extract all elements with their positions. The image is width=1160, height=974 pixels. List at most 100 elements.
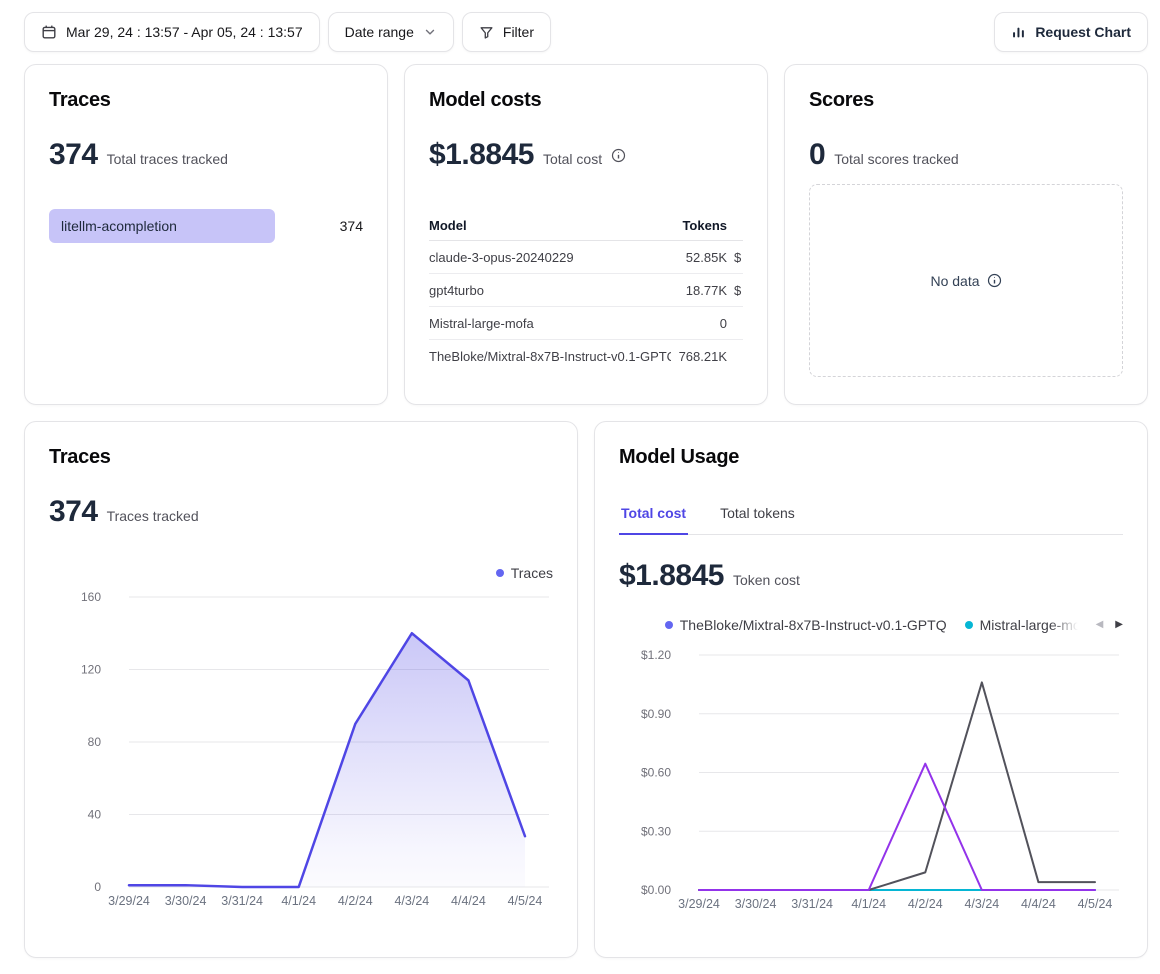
model-costs-table: Model Tokens claude-3-opus-20240229 52.8… (429, 210, 743, 373)
svg-text:4/4/24: 4/4/24 (1021, 897, 1056, 911)
filter-icon (479, 25, 494, 40)
svg-text:3/30/24: 3/30/24 (165, 894, 207, 908)
svg-text:4/5/24: 4/5/24 (1078, 897, 1113, 911)
filter-label: Filter (502, 24, 535, 40)
table-row: Mistral-large-mofa 0 (429, 307, 743, 340)
scores-card: Scores 0 Total scores tracked No data (784, 64, 1148, 405)
model-tokens: 18.77K (685, 282, 727, 298)
table-row: claude-3-opus-20240229 52.85K $ (429, 241, 743, 274)
date-range-label: Date range (344, 24, 414, 40)
model-name: Mistral-large-mofa (429, 315, 534, 331)
card-title: Model costs (429, 89, 542, 111)
svg-text:4/3/24: 4/3/24 (964, 897, 999, 911)
no-data-text: No data (930, 272, 980, 289)
svg-text:$1.20: $1.20 (641, 648, 671, 662)
bar-chart-icon (1011, 25, 1026, 40)
model-cost-clipped: $ (734, 249, 742, 265)
svg-text:$0.90: $0.90 (641, 707, 671, 721)
model-name: gpt4turbo (429, 282, 484, 298)
tab-total-tokens[interactable]: Total tokens (720, 505, 795, 521)
chevron-right-icon[interactable]: ▶ (1115, 619, 1123, 630)
traces-chart-metric: 374 Traces tracked (49, 495, 553, 529)
model-name: claude-3-opus-20240229 (429, 249, 574, 265)
card-title: Traces (49, 446, 111, 468)
chevron-down-icon (423, 25, 437, 39)
traces-total-label: Total traces tracked (106, 151, 228, 167)
traces-chart-legend: Traces (49, 565, 553, 581)
model-usage-legend: TheBloke/Mixtral-8x7B-Instruct-v0.1-GPTQ… (619, 617, 1123, 633)
model-tokens: 0 (719, 315, 727, 331)
svg-text:3/29/24: 3/29/24 (678, 897, 720, 911)
tab-total-cost[interactable]: Total cost (619, 505, 689, 535)
summary-row: Traces 374 Total traces tracked litellm-… (24, 64, 1148, 405)
model-cost-clipped: $ (734, 282, 742, 298)
svg-text:4/3/24: 4/3/24 (394, 894, 429, 908)
model-tokens: 52.85K (685, 249, 727, 265)
legend-label: Mistral-large-mofa (979, 617, 1078, 633)
svg-text:80: 80 (88, 735, 102, 749)
svg-text:$0.00: $0.00 (641, 883, 671, 897)
token-cost-label: Token cost (732, 572, 800, 588)
legend-dot (495, 569, 504, 577)
request-chart-label: Request Chart (1035, 24, 1131, 40)
col-header-tokens: Tokens (682, 217, 727, 233)
date-picker-value: Mar 29, 24 : 13:57 - Apr 05, 24 : 13:57 (66, 24, 303, 40)
request-chart-button[interactable]: Request Chart (994, 12, 1148, 52)
total-cost-value: $1.8845 (429, 138, 534, 171)
svg-text:4/2/24: 4/2/24 (908, 897, 943, 911)
svg-text:3/31/24: 3/31/24 (221, 894, 263, 908)
table-header-row: Model Tokens (429, 210, 743, 241)
svg-text:$0.60: $0.60 (641, 766, 671, 780)
model-usage-tabs: Total cost Total tokens (619, 505, 1123, 535)
scores-total-label: Total scores tracked (834, 151, 959, 167)
svg-text:4/5/24: 4/5/24 (508, 894, 543, 908)
chevron-left-icon[interactable]: ◀ (1095, 619, 1104, 630)
trace-name-row: litellm-acompletion 374 (49, 209, 363, 243)
chart-row: Traces 374 Traces tracked Traces 0 40 80 12… (24, 421, 1148, 958)
table-row: gpt4turbo 18.77K $ (429, 274, 743, 307)
filter-button[interactable]: Filter (461, 12, 552, 52)
traces-chart-card: Traces 374 Traces tracked Traces 0 40 80 12… (24, 421, 578, 958)
svg-text:4/1/24: 4/1/24 (281, 894, 316, 908)
calendar-icon (41, 24, 57, 40)
legend-label: TheBloke/Mixtral-8x7B-Instruct-v0.1-GPTQ (679, 617, 947, 633)
traces-tracked-value: 374 (49, 495, 98, 528)
svg-text:4/4/24: 4/4/24 (451, 894, 486, 908)
legend-item: Traces (495, 565, 553, 581)
svg-text:120: 120 (81, 663, 101, 677)
info-icon[interactable] (611, 148, 626, 163)
total-cost-label: Total cost (542, 151, 603, 167)
svg-text:0: 0 (94, 880, 101, 894)
col-header-model: Model (429, 217, 467, 233)
model-usage-card: Model Usage Total cost Total tokens $1.8… (594, 421, 1148, 958)
toolbar: Mar 29, 24 : 13:57 - Apr 05, 24 : 13:57 … (24, 12, 1148, 52)
legend-dot (664, 621, 673, 629)
svg-text:4/1/24: 4/1/24 (851, 897, 886, 911)
trace-name-bar[interactable]: litellm-acompletion (49, 209, 276, 243)
legend-label: Traces (510, 565, 553, 581)
scores-empty-state: No data (809, 184, 1123, 377)
svg-text:$0.30: $0.30 (641, 824, 671, 838)
date-picker-button[interactable]: Mar 29, 24 : 13:57 - Apr 05, 24 : 13:57 (24, 12, 320, 52)
svg-text:3/30/24: 3/30/24 (735, 897, 777, 911)
traces-tracked-label: Traces tracked (106, 508, 199, 524)
svg-text:40: 40 (88, 808, 102, 822)
token-cost-metric: $1.8845 Token cost (619, 559, 1123, 593)
card-title: Model Usage (619, 446, 740, 468)
date-range-dropdown[interactable]: Date range (327, 12, 454, 52)
traces-total-value: 374 (49, 138, 98, 171)
svg-text:3/29/24: 3/29/24 (108, 894, 150, 908)
scores-metric: 0 Total scores tracked (809, 138, 1123, 172)
svg-text:3/31/24: 3/31/24 (791, 897, 833, 911)
table-row: TheBloke/Mixtral-8x7B-Instruct-v0.1-GPTQ… (429, 340, 743, 373)
info-icon[interactable] (987, 273, 1002, 288)
scores-total-value: 0 (809, 138, 826, 171)
model-tokens: 768.21K (678, 349, 727, 364)
svg-text:4/2/24: 4/2/24 (338, 894, 373, 908)
model-usage-line-chart: $0.00 $0.30 $0.60 $0.90 $1.20 3/29/24 3/30/24 3… (619, 639, 1123, 914)
trace-name-count: 374 (339, 218, 363, 234)
legend-item: TheBloke/Mixtral-8x7B-Instruct-v0.1-GPTQ (664, 617, 947, 633)
card-title: Scores (809, 89, 874, 111)
traces-line-chart: 0 40 80 120 160 3/29/24 3/30/24 3/31/24 4/1/24 4/… (49, 581, 553, 911)
